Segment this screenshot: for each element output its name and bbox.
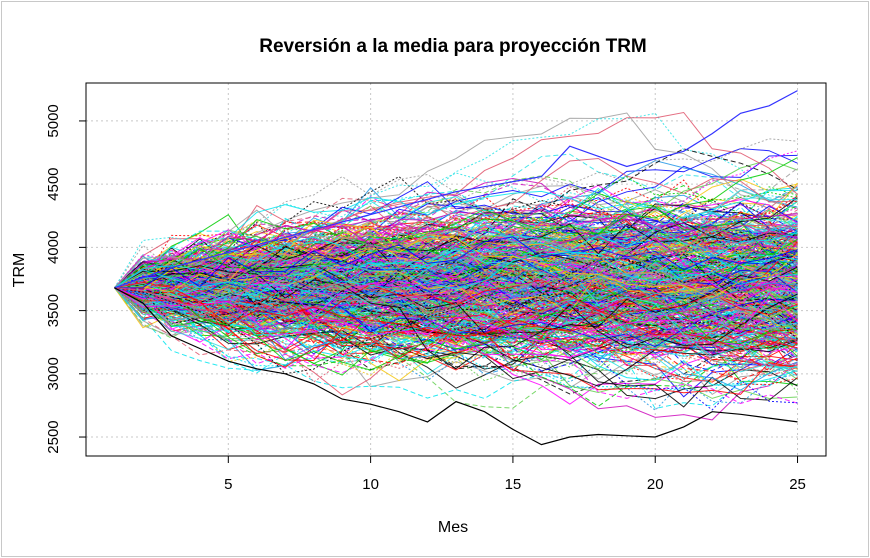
series-line — [114, 287, 798, 410]
series-line — [114, 242, 798, 317]
series-line — [114, 189, 798, 351]
series-line — [114, 263, 798, 311]
series-line — [114, 253, 798, 311]
x-tick-label: 20 — [647, 476, 664, 493]
series-line — [114, 269, 798, 411]
series-line — [114, 231, 798, 309]
series-line — [114, 251, 798, 294]
series-line — [114, 196, 798, 320]
series-line — [114, 212, 798, 292]
series-line — [114, 287, 798, 376]
y-tick-label: 5000 — [45, 104, 62, 137]
series-line — [114, 224, 798, 317]
y-axis-label: TRM — [11, 253, 28, 288]
y-tick-label: 4500 — [45, 167, 62, 200]
series-line — [114, 200, 798, 310]
series-line — [114, 287, 798, 405]
y-tick-label: 3500 — [45, 294, 62, 327]
series-line — [114, 266, 798, 366]
series-line — [114, 250, 798, 319]
series-line — [114, 283, 798, 345]
series-line — [114, 205, 798, 299]
series-line — [114, 275, 798, 372]
series-line — [114, 199, 798, 289]
series-line — [114, 251, 798, 310]
series-line — [114, 223, 798, 345]
series-line — [114, 239, 798, 317]
series-line — [114, 265, 798, 354]
series-line — [114, 287, 798, 351]
y-tick-label: 3000 — [45, 357, 62, 390]
series-group — [114, 90, 798, 446]
series-line — [114, 262, 798, 318]
series-line — [114, 270, 798, 363]
series-line — [114, 265, 798, 370]
series-line — [114, 240, 798, 293]
x-tick-label: 10 — [362, 476, 379, 493]
series-line — [114, 262, 798, 343]
series-line — [114, 287, 798, 355]
series-line — [114, 257, 798, 310]
x-axis-label: Mes — [438, 519, 468, 536]
series-line — [114, 281, 798, 365]
series-line — [114, 157, 798, 289]
series-line — [114, 150, 798, 289]
series-line — [114, 230, 798, 311]
x-tick-label: 25 — [789, 476, 806, 493]
axes: 5 10 15 20 25 2500 3000 3500 4000 4500 5000 — [45, 82, 827, 493]
series-line — [114, 259, 798, 330]
series-line — [114, 287, 798, 343]
series-line — [114, 287, 798, 372]
series-line — [114, 258, 798, 375]
series-line — [114, 287, 798, 365]
x-tick-label: 5 — [224, 476, 232, 493]
series-line — [114, 259, 798, 340]
series-line — [114, 228, 798, 346]
series-line — [114, 222, 798, 289]
series-line — [114, 236, 798, 289]
series-line — [114, 287, 798, 446]
series-line — [114, 262, 798, 317]
series-line — [114, 209, 798, 320]
series-line — [114, 249, 798, 369]
y-tick-label: 2500 — [45, 420, 62, 453]
series-line — [114, 138, 798, 289]
series-line — [114, 197, 798, 289]
series-line — [114, 196, 798, 295]
series-line — [114, 275, 798, 350]
chart-title: Reversión a la media para proyección TRM — [259, 36, 647, 57]
series-line — [114, 246, 798, 329]
series-line — [114, 275, 798, 319]
series-line — [114, 266, 798, 325]
y-tick-label: 4000 — [45, 231, 62, 264]
series-line — [114, 272, 798, 318]
series-line — [114, 111, 798, 289]
series-line — [114, 229, 798, 337]
series-line — [114, 248, 798, 351]
series-line — [114, 231, 798, 314]
x-tick-label: 15 — [505, 476, 522, 493]
series-line — [114, 258, 798, 340]
series-line — [114, 90, 798, 289]
series-line — [114, 172, 798, 289]
series-line — [114, 270, 798, 345]
series-line — [114, 282, 798, 343]
series-line — [114, 263, 798, 334]
series-line — [114, 198, 798, 320]
series-line — [114, 287, 798, 386]
series-line — [114, 249, 798, 303]
series-line — [114, 211, 798, 298]
